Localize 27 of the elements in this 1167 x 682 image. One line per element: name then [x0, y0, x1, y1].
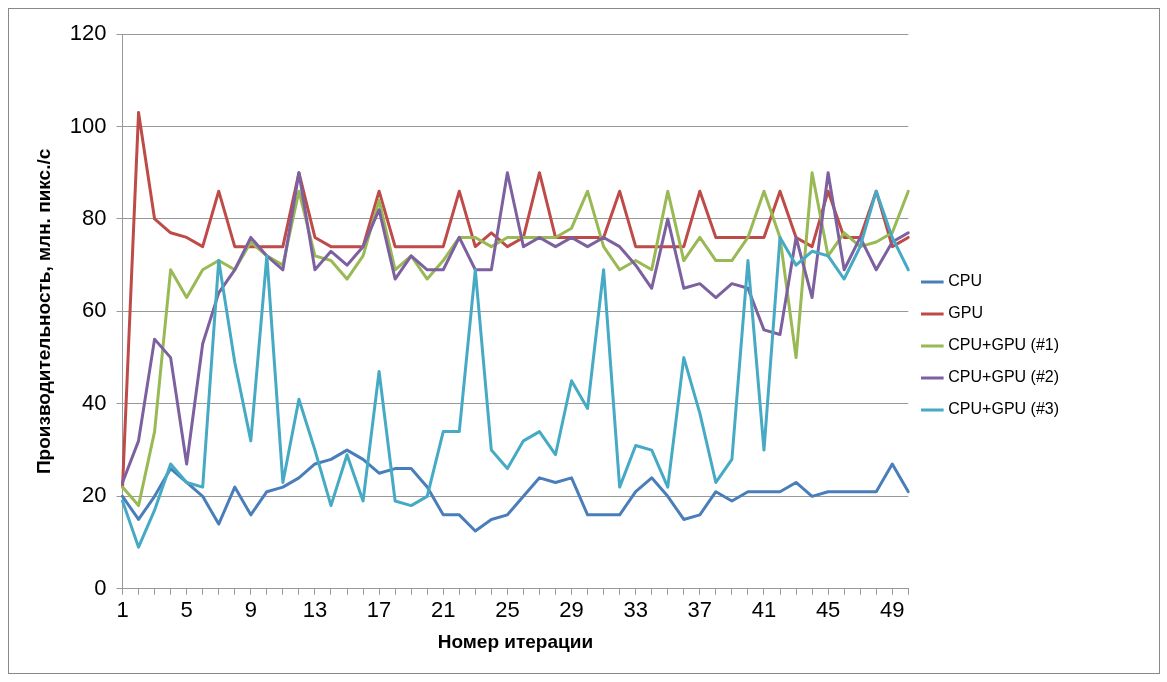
y-tick-label: 0 [94, 574, 107, 600]
y-axis-title: Производительность, млн. пикс./с [32, 148, 54, 475]
y-tick-label: 20 [82, 482, 107, 508]
x-tick-label: 45 [815, 597, 841, 623]
x-tick-label: 17 [366, 597, 392, 623]
x-tick-label: 13 [302, 597, 328, 623]
y-tick-label: 60 [82, 297, 107, 323]
legend-label: CPU+GPU (#3) [948, 400, 1060, 418]
legend-label: CPU+GPU (#2) [948, 368, 1060, 386]
legend-label: GPU [948, 304, 983, 322]
x-axis-title: Номер итерации [437, 630, 594, 652]
y-tick-label: 80 [82, 205, 107, 230]
x-tick-label: 37 [687, 597, 713, 623]
x-tick-label: 49 [880, 597, 905, 623]
legend-label: CPU [948, 272, 983, 290]
x-tick-label: 41 [751, 597, 777, 623]
legend-label: CPU+GPU (#1) [948, 336, 1060, 354]
y-tick-label: 40 [82, 389, 107, 415]
x-tick-label: 29 [559, 597, 584, 623]
x-tick-label: 21 [431, 597, 456, 623]
x-tick-label: 33 [623, 597, 648, 623]
y-tick-label: 120 [69, 20, 107, 46]
x-tick-label: 25 [495, 597, 520, 623]
x-tick-label: 9 [244, 597, 257, 623]
x-tick-label: 1 [116, 597, 129, 623]
y-tick-label: 100 [69, 112, 107, 138]
x-tick-label: 5 [180, 597, 193, 623]
